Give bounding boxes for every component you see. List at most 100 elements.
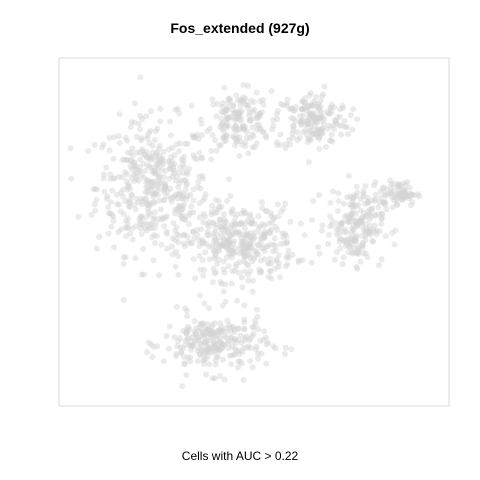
data-point: [241, 210, 248, 217]
data-point: [394, 183, 401, 190]
data-point: [258, 109, 265, 116]
data-point: [338, 220, 345, 227]
data-point: [242, 239, 249, 245]
data-point: [128, 119, 135, 126]
data-point: [238, 235, 245, 242]
data-point: [197, 320, 204, 327]
data-point: [139, 215, 146, 222]
data-point: [184, 193, 191, 200]
data-point: [343, 124, 350, 131]
data-point: [343, 229, 350, 236]
data-point: [305, 135, 312, 142]
data-point: [190, 256, 197, 263]
data-point: [261, 234, 268, 241]
data-point: [250, 277, 257, 284]
data-point: [137, 168, 144, 175]
data-point: [268, 275, 275, 282]
data-point: [225, 239, 232, 246]
data-point: [205, 232, 212, 239]
data-point: [267, 241, 274, 248]
data-point: [393, 194, 399, 201]
data-point: [252, 253, 259, 260]
data-point: [212, 243, 219, 249]
data-point: [131, 162, 138, 169]
data-point: [327, 105, 334, 112]
data-point: [400, 188, 407, 195]
data-point: [401, 192, 408, 199]
data-point: [138, 135, 145, 142]
data-point: [162, 180, 168, 187]
data-point: [155, 165, 162, 172]
data-point: [133, 176, 140, 183]
data-point: [233, 110, 240, 117]
data-point: [203, 371, 209, 378]
data-point: [225, 123, 232, 130]
data-point: [375, 204, 382, 211]
data-point: [214, 328, 221, 335]
data-point: [199, 240, 206, 247]
data-point: [186, 338, 193, 345]
data-point: [221, 333, 228, 340]
data-point: [261, 228, 268, 235]
data-point: [210, 248, 217, 255]
data-point: [347, 239, 354, 246]
data-point: [143, 149, 150, 155]
data-point: [399, 193, 406, 200]
data-point: [213, 353, 220, 360]
data-point: [221, 376, 228, 383]
data-point: [116, 201, 122, 208]
data-point: [255, 242, 262, 249]
data-point: [220, 329, 227, 335]
data-point: [199, 329, 206, 336]
data-point: [217, 142, 224, 149]
data-point: [247, 254, 254, 261]
data-point: [180, 353, 187, 360]
data-point: [246, 252, 253, 258]
data-point: [238, 339, 245, 346]
data-point: [154, 161, 160, 168]
data-point: [315, 126, 322, 133]
data-point: [329, 218, 336, 225]
data-point: [238, 220, 245, 227]
data-point: [311, 122, 317, 129]
data-point: [131, 164, 138, 171]
data-point: [193, 227, 200, 233]
data-point: [125, 215, 131, 222]
data-point: [235, 358, 242, 365]
data-point: [347, 112, 354, 119]
data-point: [247, 117, 254, 124]
data-point: [143, 113, 150, 120]
data-point: [372, 196, 379, 203]
data-point: [206, 330, 213, 337]
data-point: [115, 133, 122, 140]
data-point: [312, 115, 319, 122]
data-point: [350, 245, 357, 252]
data-point: [382, 192, 389, 199]
data-point: [75, 213, 82, 220]
data-point: [223, 334, 230, 341]
data-point: [139, 198, 146, 205]
data-point: [236, 259, 243, 266]
data-point: [93, 245, 100, 252]
data-point: [218, 115, 225, 122]
data-point: [259, 96, 266, 103]
data-point: [199, 257, 206, 264]
data-point: [235, 364, 241, 371]
data-point: [159, 155, 166, 162]
data-point: [347, 236, 354, 242]
data-point: [162, 184, 169, 191]
data-point: [379, 215, 385, 221]
data-point: [232, 267, 239, 274]
data-point: [327, 104, 334, 111]
data-point: [310, 112, 317, 119]
data-point: [202, 191, 209, 198]
data-point: [142, 167, 149, 174]
data-point: [238, 116, 244, 123]
data-point: [271, 214, 278, 221]
data-point: [261, 234, 268, 240]
data-point: [133, 170, 140, 177]
data-point: [111, 175, 118, 182]
data-point: [311, 100, 318, 107]
data-point: [120, 297, 127, 304]
data-point: [188, 347, 194, 353]
